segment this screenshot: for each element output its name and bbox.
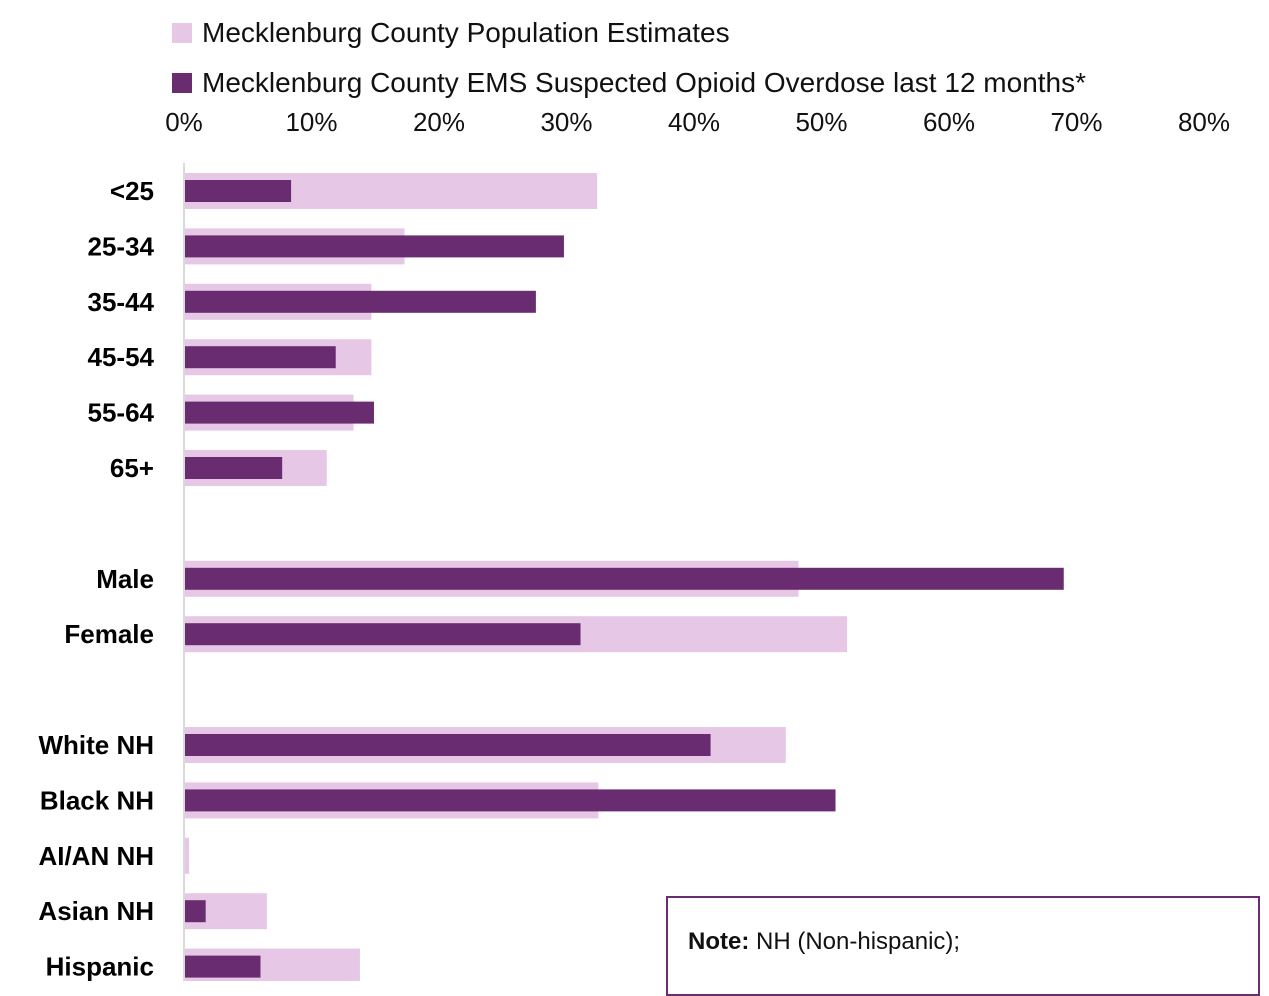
category-label: White NH	[38, 730, 154, 760]
category-label: 65+	[110, 453, 154, 483]
ems-bar	[184, 457, 282, 479]
ems-bar	[184, 734, 711, 756]
x-tick-label: 60%	[923, 107, 975, 137]
note-text: Note: NH (Non-hispanic);	[688, 928, 960, 956]
note-box: Note: NH (Non-hispanic);	[666, 896, 1260, 996]
category-label: 55-64	[88, 398, 155, 428]
category-label: 45-54	[88, 342, 155, 372]
x-tick-label: 10%	[285, 107, 337, 137]
category-label: Asian NH	[38, 896, 154, 926]
category-label: Male	[96, 564, 154, 594]
x-tick-label: 50%	[795, 107, 847, 137]
x-tick-label: 70%	[1050, 107, 1102, 137]
category-label: <25	[110, 176, 154, 206]
x-tick-label: 40%	[668, 107, 720, 137]
ems-bar	[184, 623, 581, 645]
note-label: Note:	[688, 928, 749, 955]
category-label: AI/AN NH	[38, 841, 154, 871]
x-tick-label: 20%	[413, 107, 465, 137]
ems-bar	[184, 956, 261, 978]
ems-bar	[184, 402, 374, 424]
ems-bar	[184, 568, 1064, 590]
x-tick-label: 80%	[1178, 107, 1230, 137]
category-label: Hispanic	[46, 952, 154, 981]
note-body: NH (Non-hispanic);	[756, 928, 960, 955]
category-label: Black NH	[40, 785, 154, 815]
ems-bar	[184, 900, 206, 922]
ems-bar	[184, 789, 836, 811]
ems-bar	[184, 291, 536, 313]
category-label: 25-34	[88, 231, 155, 261]
category-label: Female	[64, 619, 154, 649]
ems-bar	[184, 235, 564, 257]
ems-bar	[184, 180, 291, 202]
ems-bar	[184, 346, 336, 368]
x-tick-label: 30%	[540, 107, 592, 137]
x-tick-label: 0%	[165, 107, 203, 137]
category-label: 35-44	[88, 287, 155, 317]
